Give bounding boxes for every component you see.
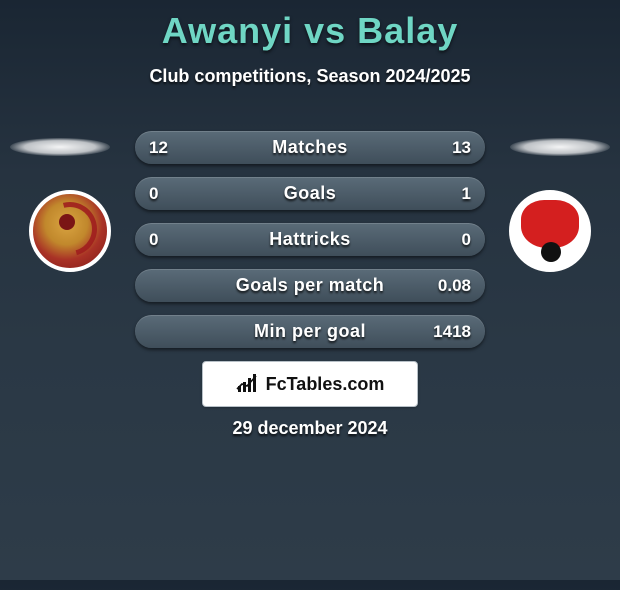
- branding-text: FcTables.com: [266, 374, 385, 395]
- stat-right-value: 0.08: [438, 276, 471, 296]
- stat-label: Min per goal: [254, 321, 366, 342]
- player-shadow-right: [510, 138, 610, 156]
- stat-right-value: 0: [462, 230, 471, 250]
- stat-right-value: 1: [462, 184, 471, 204]
- stat-label: Hattricks: [269, 229, 351, 250]
- stat-left-value: 0: [149, 230, 158, 250]
- club-crest-left: [20, 189, 120, 273]
- club-crest-right: [500, 189, 600, 273]
- stat-row: 0 Hattricks 0: [135, 223, 485, 256]
- stat-label: Matches: [272, 137, 348, 158]
- stat-label: Goals: [284, 183, 337, 204]
- stat-right-value: 1418: [433, 322, 471, 342]
- stat-label: Goals per match: [236, 275, 385, 296]
- player-shadow-left: [10, 138, 110, 156]
- branding-badge[interactable]: FcTables.com: [202, 361, 418, 407]
- chart-bars-icon: [236, 374, 260, 394]
- stat-left-value: 0: [149, 184, 158, 204]
- page-subtitle: Club competitions, Season 2024/2025: [0, 66, 620, 87]
- stats-container: 12 Matches 13 0 Goals 1 0 Hattricks 0 Go…: [135, 131, 485, 361]
- stat-right-value: 13: [452, 138, 471, 158]
- stat-left-value: 12: [149, 138, 168, 158]
- page-title: Awanyi vs Balay: [0, 10, 620, 52]
- stat-row: Goals per match 0.08: [135, 269, 485, 302]
- stat-row: 12 Matches 13: [135, 131, 485, 164]
- stat-row: Min per goal 1418: [135, 315, 485, 348]
- stat-row: 0 Goals 1: [135, 177, 485, 210]
- date-label: 29 december 2024: [0, 418, 620, 439]
